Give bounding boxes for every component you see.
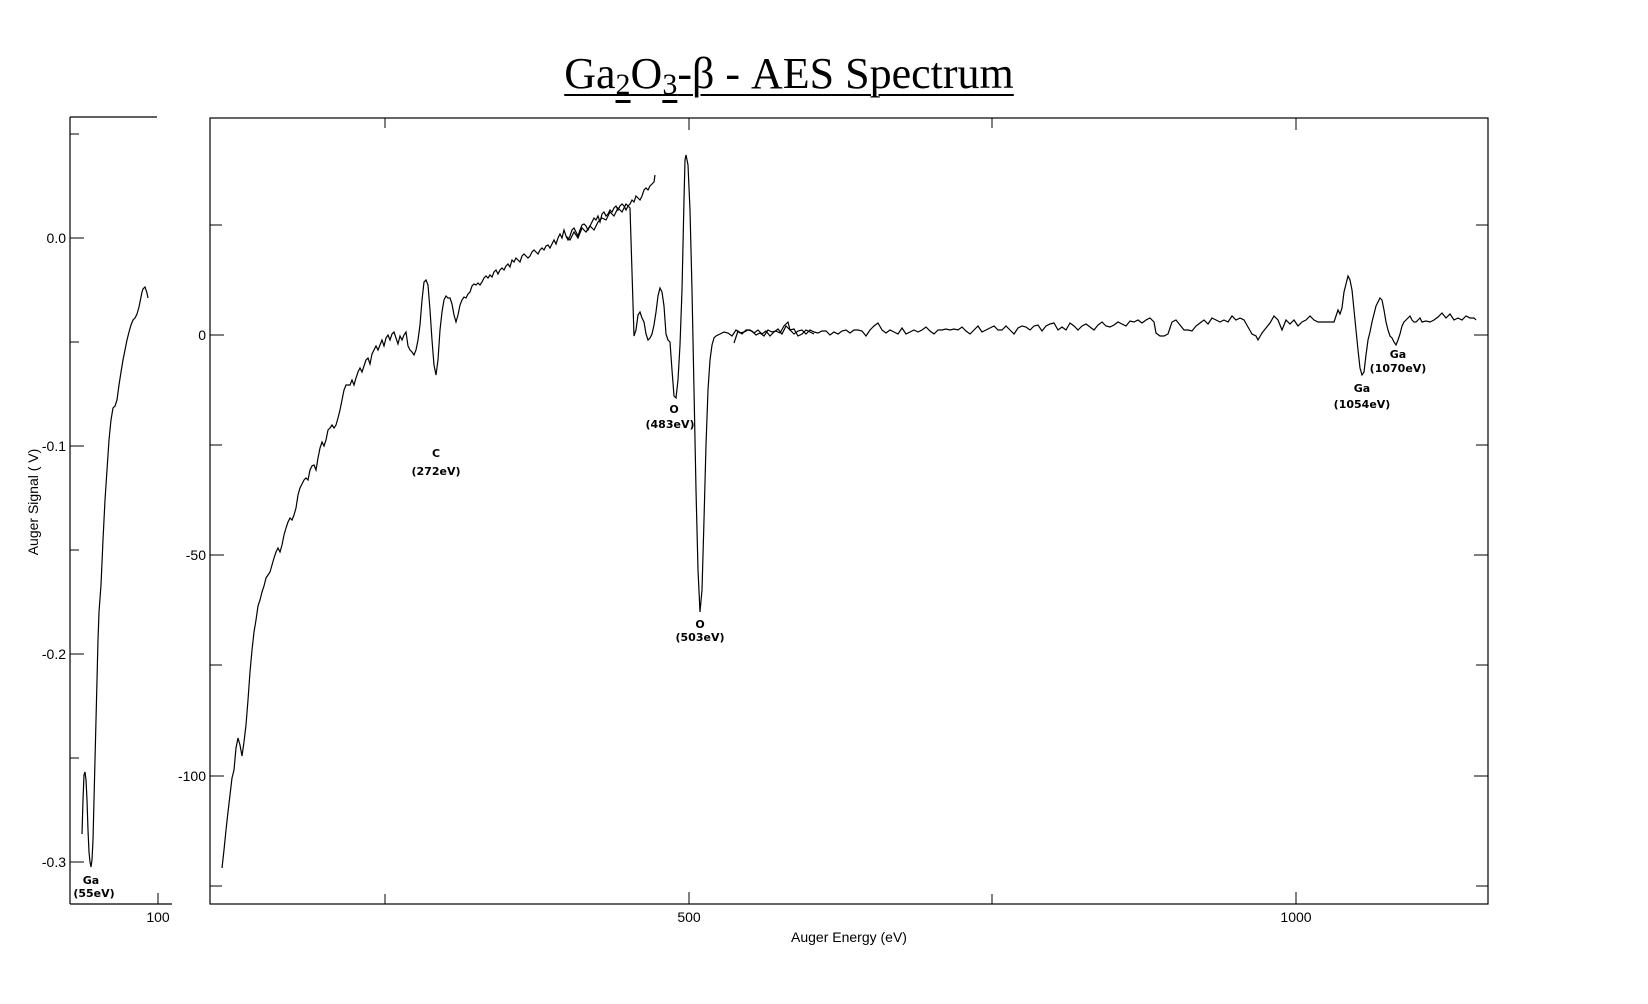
main-panel: 0 -50 -100 500 1000 Auger Energy (eV) C … bbox=[178, 117, 1489, 945]
left-y-tick-label: 0.0 bbox=[47, 230, 67, 246]
peak-label-element: Ga bbox=[1390, 348, 1406, 361]
peak-label-element: O bbox=[695, 618, 704, 631]
main-x-tick-label: 1000 bbox=[1280, 909, 1311, 925]
peak-label-energy: (55eV) bbox=[73, 887, 114, 900]
peak-label-element: C bbox=[432, 447, 440, 460]
left-y-tick-label: -0.1 bbox=[42, 438, 66, 454]
main-x-tick-label: 500 bbox=[677, 909, 701, 925]
title-text-o: O bbox=[630, 49, 663, 98]
title-subscript-3: 3 bbox=[662, 68, 678, 101]
main-y-tick-label: -100 bbox=[178, 768, 206, 784]
left-panel: 0.0 -0.1 -0.2 -0.3 100 Auger Signal ( V)… bbox=[25, 116, 172, 925]
main-spectrum-line bbox=[221, 174, 656, 869]
peak-label-energy: (503eV) bbox=[676, 631, 725, 644]
main-spectrum-line-o-region bbox=[565, 154, 815, 613]
left-y-tick-label: -0.3 bbox=[42, 854, 66, 870]
left-spectrum-line bbox=[81, 285, 149, 868]
main-y-tick-label: -50 bbox=[186, 547, 206, 563]
left-x-tick-label: 100 bbox=[146, 909, 170, 925]
x-axis-title: Auger Energy (eV) bbox=[791, 929, 907, 945]
main-plot-frame bbox=[209, 117, 1489, 905]
y-axis-title: Auger Signal ( V) bbox=[25, 449, 41, 556]
peak-label-element: O bbox=[669, 403, 678, 416]
peak-label-element: Ga bbox=[1354, 382, 1370, 395]
chart-title: Ga2O3-β - AES Spectrum bbox=[0, 48, 1578, 102]
main-y-tick-label: 0 bbox=[198, 327, 206, 343]
title-text-suffix: -β - AES Spectrum bbox=[677, 49, 1014, 98]
peak-label-element: Ga bbox=[83, 874, 99, 887]
peak-label-energy: (272eV) bbox=[412, 465, 461, 478]
peak-label-energy: (483eV) bbox=[646, 418, 695, 431]
title-subscript-2: 2 bbox=[615, 68, 631, 101]
peak-label-energy: (1054eV) bbox=[1334, 398, 1391, 411]
main-spectrum-line-flat-region bbox=[733, 274, 1477, 377]
title-text-ga: Ga bbox=[564, 49, 616, 98]
peak-label-energy: (1070eV) bbox=[1370, 362, 1427, 375]
left-y-tick-label: -0.2 bbox=[42, 646, 66, 662]
